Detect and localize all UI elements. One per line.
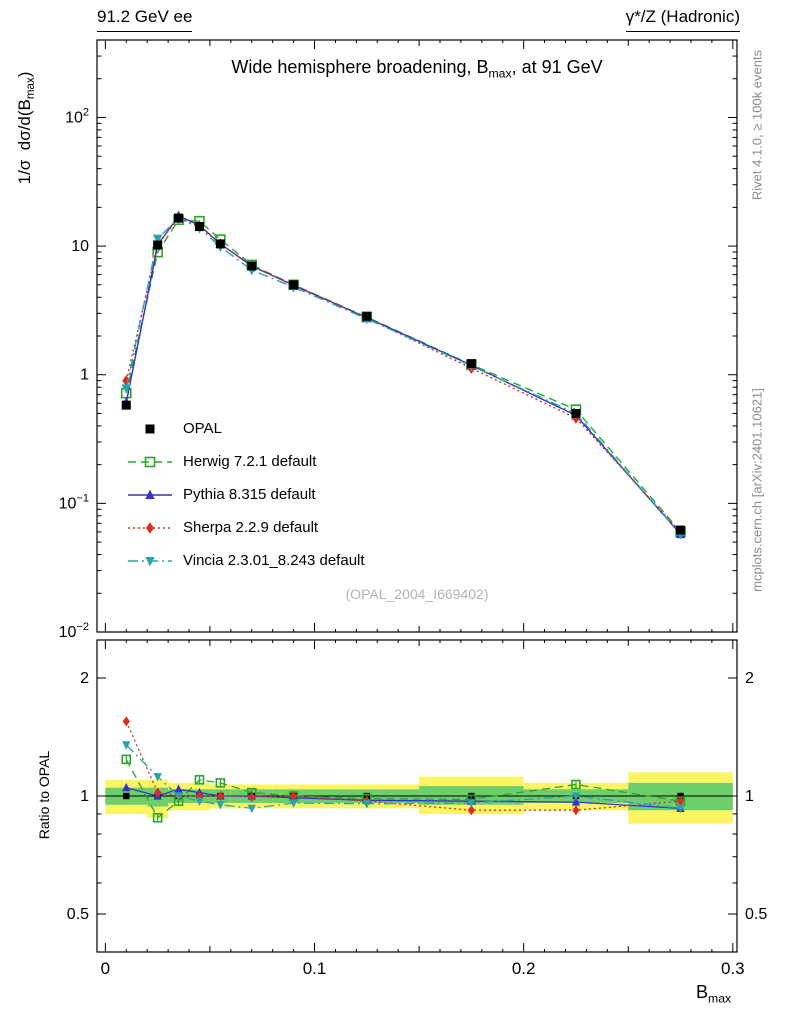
plot-title-suffix: , at 91 GeV [511,57,603,77]
x-axis-label-subscript: max [708,991,732,1006]
svg-text:1: 1 [745,788,754,805]
legend-item: OPAL [127,412,365,445]
legend-label: Vincia 2.3.01_8.243 default [183,552,365,569]
ratio-series [121,716,686,823]
main-y-axis-label-subscript: max [25,77,38,100]
svg-text:1: 1 [80,788,89,805]
main-y-axis-label: 1/σ dσ/d(Bmax) [15,72,37,185]
legend-diamond-icon [128,521,172,534]
legend-item: Vincia 2.3.01_8.243 default [127,544,365,577]
legend-label: Herwig 7.2.1 default [183,453,317,470]
x-axis-label-text: B [696,982,709,1002]
svg-text:10−1: 10−1 [59,492,89,512]
svg-text:2: 2 [745,670,754,687]
legend-label: OPAL [183,420,222,437]
svg-text:0.3: 0.3 [721,959,745,978]
legend-square-filled-icon [145,424,155,433]
svg-text:2: 2 [80,670,89,687]
legend-item: Sherpa 2.2.9 default [127,511,365,544]
svg-text:10: 10 [71,238,89,255]
svg-text:102: 102 [65,106,89,126]
svg-text:0.1: 0.1 [303,959,327,978]
svg-text:0.5: 0.5 [67,906,89,923]
ratio-y-axis-label: Ratio to OPAL [36,750,52,840]
svg-text:0.2: 0.2 [512,959,536,978]
axis-tick-labels: 102 10 1 10−1 10−2 2 2 1 1 0.5 0.5 0 0.1 0.2 0.3 [59,106,768,978]
plot-title: Wide hemisphere broadening, Bmax, at 91 … [97,57,737,81]
legend-label: Sherpa 2.2.9 default [183,519,319,536]
legend-triangle-up-icon [128,489,172,499]
legend-square-open-icon [128,456,172,467]
main-y-axis-label-suffix: ) [14,71,34,78]
frames-and-ticks [96,39,738,953]
legend: OPAL Herwig 7.2.1 default Pythia 8.315 def… [127,412,365,577]
main-series [120,210,686,540]
process-header: γ*/Z (Hadronic) [625,7,740,32]
plot-title-subscript: max [488,66,512,81]
legend-label: Pythia 8.315 default [183,486,316,503]
legend-item: Pythia 8.315 default [127,478,365,511]
svg-text:10−2: 10−2 [59,621,89,641]
plot-title-text: Wide hemisphere broadening, B [231,57,489,77]
svg-text:0.5: 0.5 [745,906,767,923]
svg-text:1: 1 [80,367,89,384]
ratio-uncertainty-bands [97,772,737,824]
analysis-id-watermark: (OPAL_2004_I669402) [345,586,489,602]
legend-item: Herwig 7.2.1 default [127,445,365,478]
main-y-axis-label-text: 1/σ dσ/d(B [14,99,34,185]
beam-energy-header: 91.2 GeV ee [97,7,193,32]
svg-text:0: 0 [101,959,110,978]
x-axis-label: Bmax [696,982,731,1006]
rivet-version-note: Rivet 4.1.0, ≥ 100k events [749,49,765,201]
legend-triangle-down-icon [128,556,172,566]
mcplots-reference-note: mcplots.cern.ch [arXiv:2401.10621] [749,388,765,592]
